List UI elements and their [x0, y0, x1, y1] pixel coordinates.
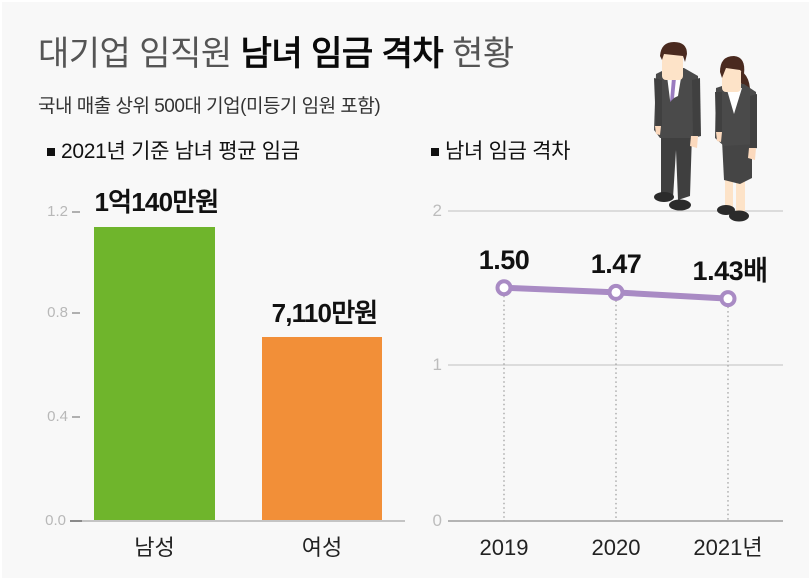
y-tick-mark — [72, 211, 80, 213]
x-tick-label: 2021년 — [693, 535, 763, 560]
y-tick-label: 0.0 — [45, 512, 66, 529]
y-tick-label: 1 — [432, 355, 442, 374]
right-section-header: 남녀 임금 격차 — [431, 139, 571, 165]
subtitle: 국내 매출 상위 500대 기업(미등기 임원 포함) — [38, 96, 381, 117]
title-prefix: 대기업 임직원 — [38, 35, 232, 73]
point-value-label: 1.43배 — [692, 255, 768, 286]
title-highlight: 남녀 임금 격차 — [240, 35, 444, 73]
bar-value-label-male: 1억140만원 — [94, 187, 219, 217]
x-tick-label: 2020 — [591, 535, 641, 560]
y-tick-label: 0.8 — [47, 304, 68, 321]
bar-male — [94, 227, 215, 521]
data-point-marker — [495, 279, 513, 297]
x-axis-baseline — [70, 520, 405, 522]
y-tick-mark — [72, 312, 80, 314]
right-section-title: 남녀 임금 격차 — [445, 140, 571, 163]
y-tick-label: 0 — [432, 511, 442, 530]
bar-value-label-female: 7,110만원 — [271, 298, 379, 328]
data-point-marker — [607, 283, 625, 301]
point-value-label: 1.50 — [478, 244, 530, 275]
y-tick-mark — [70, 520, 82, 522]
y-tick-label: 2 — [432, 201, 442, 220]
square-bullet-icon — [431, 148, 439, 156]
businesswoman-icon — [715, 56, 757, 222]
square-bullet-icon — [47, 148, 55, 156]
left-section-header: 2021년 기준 남녀 평균 임금 — [47, 139, 300, 165]
data-point-marker — [719, 290, 737, 308]
category-label-female: 여성 — [301, 535, 343, 560]
bar-female — [262, 337, 382, 521]
category-label-male: 남성 — [134, 535, 175, 560]
businessman-icon — [654, 42, 701, 211]
gridline — [448, 210, 783, 212]
x-tick-label: 2019 — [479, 535, 529, 560]
y-tick-label: 0.4 — [47, 408, 68, 425]
office-workers-illustration — [654, 42, 757, 222]
y-tick-label: 1.2 — [47, 203, 68, 220]
y-tick-mark — [72, 416, 80, 418]
left-section-title: 2021년 기준 남녀 평균 임금 — [61, 140, 300, 163]
point-value-label: 1.47 — [590, 249, 642, 280]
title-suffix: 현황 — [452, 35, 514, 73]
page-title: 대기업 임직원 남녀 임금 격차 현황 — [38, 32, 514, 76]
